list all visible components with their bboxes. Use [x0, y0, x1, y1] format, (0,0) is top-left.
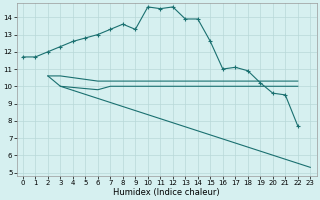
X-axis label: Humidex (Indice chaleur): Humidex (Indice chaleur) [113, 188, 220, 197]
